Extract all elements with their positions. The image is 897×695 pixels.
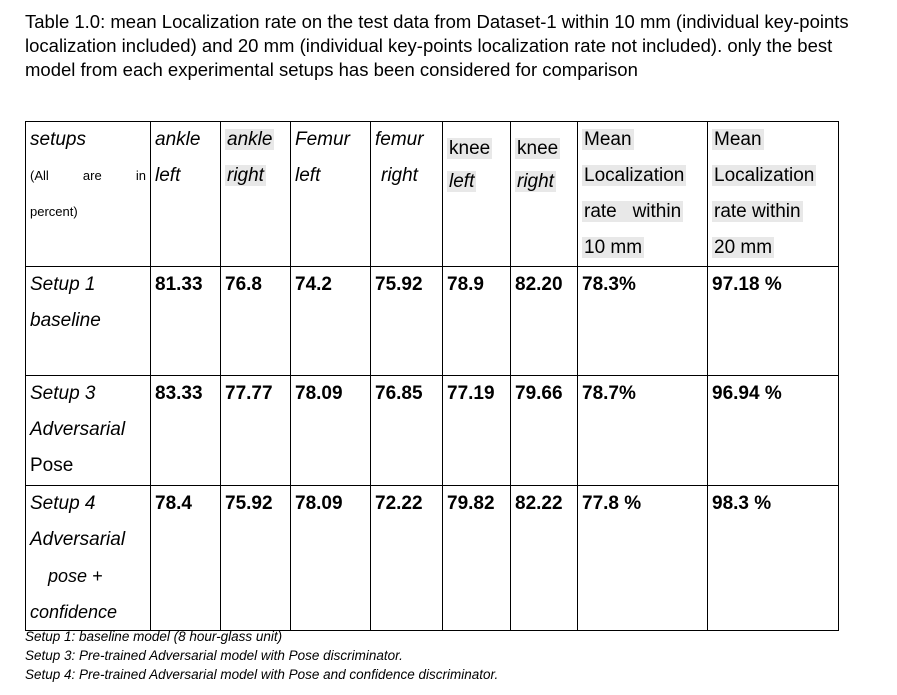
footnotes: Setup 1: baseline model (8 hour-glass un… (25, 627, 885, 684)
note-word: in (135, 168, 146, 183)
header-line: left (447, 171, 477, 192)
header-ankle-right: ankle right (220, 121, 291, 267)
setup-name: Setup 4 (30, 493, 96, 514)
setup-name: Setup 1 (30, 274, 96, 295)
header-line: Mean (582, 129, 634, 150)
header-line: ankle (155, 129, 201, 150)
value-femur-right: 76.85 (370, 375, 443, 486)
setup-name: pose + (48, 566, 103, 586)
header-line: knee (515, 138, 561, 159)
setup-name: Adversarial (30, 529, 126, 550)
note-word: (All (30, 168, 49, 183)
value-ankle-right: 75.92 (220, 485, 291, 631)
header-line: rate within (712, 201, 803, 222)
value-ankle-left: 78.4 (150, 485, 221, 631)
value-knee-right: 82.20 (510, 266, 578, 376)
header-line: rate within (582, 201, 684, 222)
header-knee-right: knee right (510, 121, 578, 267)
value-mean-20mm: 96.94 % (707, 375, 839, 486)
header-line: left (155, 165, 181, 186)
value-femur-right: 75.92 (370, 266, 443, 376)
header-femur-left: Femur left (290, 121, 371, 267)
header-mean-20mm: Mean Localization rate within 20 mm (707, 121, 839, 267)
value-knee-right: 82.22 (510, 485, 578, 631)
value-mean-10mm: 77.8 % (577, 485, 708, 631)
setup-cell: Setup 1 baseline (25, 266, 151, 376)
value-knee-right: 79.66 (510, 375, 578, 486)
value-ankle-right: 77.77 (220, 375, 291, 486)
value-knee-left: 79.82 (442, 485, 511, 631)
value-mean-10mm: 78.7% (577, 375, 708, 486)
setup-name: baseline (30, 310, 101, 331)
setup-name: Adversarial (30, 419, 126, 440)
setup-cell: Setup 3 Adversarial Pose (25, 375, 151, 486)
header-line: 20 mm (712, 237, 775, 258)
value-femur-right: 72.22 (370, 485, 443, 631)
value-knee-left: 77.19 (442, 375, 511, 486)
value-ankle-left: 83.33 (150, 375, 221, 486)
value-knee-left: 78.9 (442, 266, 511, 376)
footnote: Setup 1: baseline model (8 hour-glass un… (25, 629, 283, 644)
header-line: right (381, 165, 418, 186)
header-knee-left: knee left (442, 121, 511, 267)
footnote: Setup 3: Pre-trained Adversarial model w… (25, 648, 403, 663)
header-row: setups (All are in percent) ankle left a… (25, 121, 839, 267)
table-row: Setup 1 baseline 81.33 76.8 74.2 75.92 7… (25, 266, 839, 376)
header-line: Localization (582, 165, 687, 186)
table-row: Setup 4 Adversarial pose + confidence 78… (25, 485, 839, 631)
setup-cell: Setup 4 Adversarial pose + confidence (25, 485, 151, 631)
header-line: 10 mm (582, 237, 645, 258)
header-line: Mean (712, 129, 764, 150)
setup-name: Setup 3 (30, 383, 96, 404)
header-setups-note-2: percent) (30, 194, 146, 230)
value-femur-left: 78.09 (290, 485, 371, 631)
header-line: right (515, 171, 556, 192)
header-line: Femur (295, 129, 350, 150)
header-line: right (225, 165, 266, 186)
table-row: Setup 3 Adversarial Pose 83.33 77.77 78.… (25, 375, 839, 486)
header-setups-note: (All are in (30, 158, 146, 194)
table-caption: Table 1.0: mean Localization rate on the… (25, 11, 849, 80)
setup-name: Pose (30, 455, 74, 476)
note-word: are (82, 168, 102, 183)
note-word: percent) (30, 204, 78, 219)
value-mean-10mm: 78.3% (577, 266, 708, 376)
value-femur-left: 74.2 (290, 266, 371, 376)
header-setups-label: setups (30, 129, 86, 150)
value-mean-20mm: 97.18 % (707, 266, 839, 376)
value-mean-20mm: 98.3 % (707, 485, 839, 631)
header-setups: setups (All are in percent) (25, 121, 151, 267)
header-line: left (295, 165, 321, 186)
header-mean-10mm: Mean Localization rate within 10 mm (577, 121, 708, 267)
value-ankle-left: 81.33 (150, 266, 221, 376)
header-ankle-left: ankle left (150, 121, 221, 267)
setup-name: confidence (30, 602, 118, 622)
header-line: knee (447, 138, 493, 159)
value-femur-left: 78.09 (290, 375, 371, 486)
footnote: Setup 4: Pre-trained Adversarial model w… (25, 667, 499, 682)
header-line: ankle (225, 129, 275, 150)
value-ankle-right: 76.8 (220, 266, 291, 376)
header-line: Localization (712, 165, 817, 186)
header-line: femur (375, 129, 424, 150)
results-table: setups (All are in percent) ankle left a… (25, 121, 839, 631)
header-femur-right: femur right (370, 121, 443, 267)
